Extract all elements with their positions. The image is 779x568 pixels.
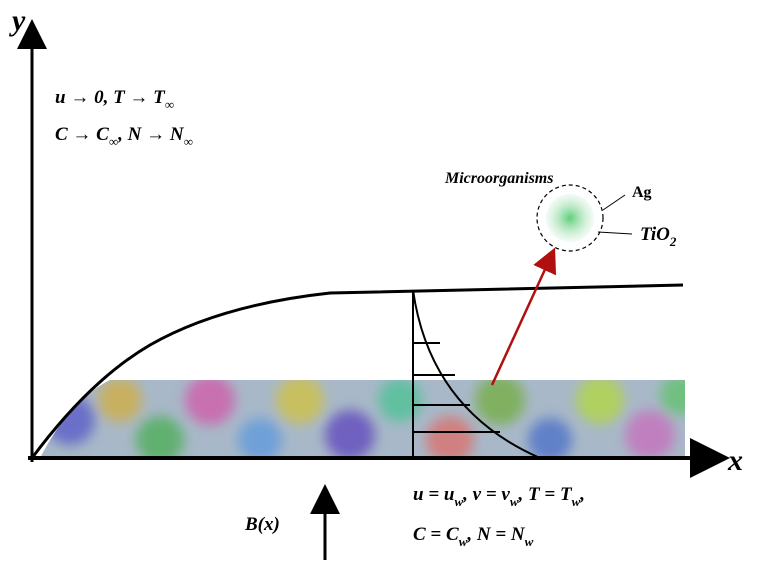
- text-part: 2: [669, 234, 677, 249]
- field-label: B(x): [244, 514, 280, 535]
- far-field-1: u → 0, T → T∞: [55, 87, 174, 112]
- microorganisms-label: Microorganisms: [444, 170, 553, 187]
- text-part: TiO: [640, 224, 670, 245]
- zoom-arrow: [492, 252, 553, 385]
- nanoparticle: [546, 194, 594, 242]
- ag-leader: [603, 195, 625, 210]
- far-field-2: C → C∞, N → N∞: [55, 124, 193, 149]
- text-part: w: [572, 494, 581, 509]
- text-part: , v = v: [462, 484, 510, 505]
- y-label: y: [9, 4, 26, 37]
- tio2-leader: [598, 232, 632, 234]
- text-part: ,: [579, 484, 585, 505]
- text-part: C = C: [413, 524, 459, 545]
- wall-2: C = Cw, N = Nw: [413, 524, 534, 549]
- text-part: , N = N: [466, 524, 526, 545]
- text-part: w: [459, 534, 468, 549]
- ag-label: Ag: [632, 184, 652, 201]
- text-part: ∞: [109, 134, 118, 149]
- text-part: ∞: [184, 134, 193, 149]
- porous-medium: [30, 375, 700, 465]
- tio2-label: TiO2: [640, 224, 677, 249]
- text-part: ∞: [165, 97, 174, 112]
- text-part: , N → N: [117, 124, 185, 145]
- text-part: w: [510, 494, 519, 509]
- text-part: w: [454, 494, 463, 509]
- text-part: , T = T: [518, 484, 573, 505]
- diagram: y x u → 0, T → T∞ C → C∞, N → N∞ Microor…: [0, 0, 779, 568]
- x-label: x: [727, 444, 743, 477]
- text-part: C → C: [55, 124, 109, 145]
- text-part: w: [525, 534, 534, 549]
- text-part: u = u: [413, 484, 454, 505]
- text-part: u → 0, T → T: [55, 87, 166, 108]
- wall-1: u = uw, v = vw, T = Tw,: [413, 484, 585, 509]
